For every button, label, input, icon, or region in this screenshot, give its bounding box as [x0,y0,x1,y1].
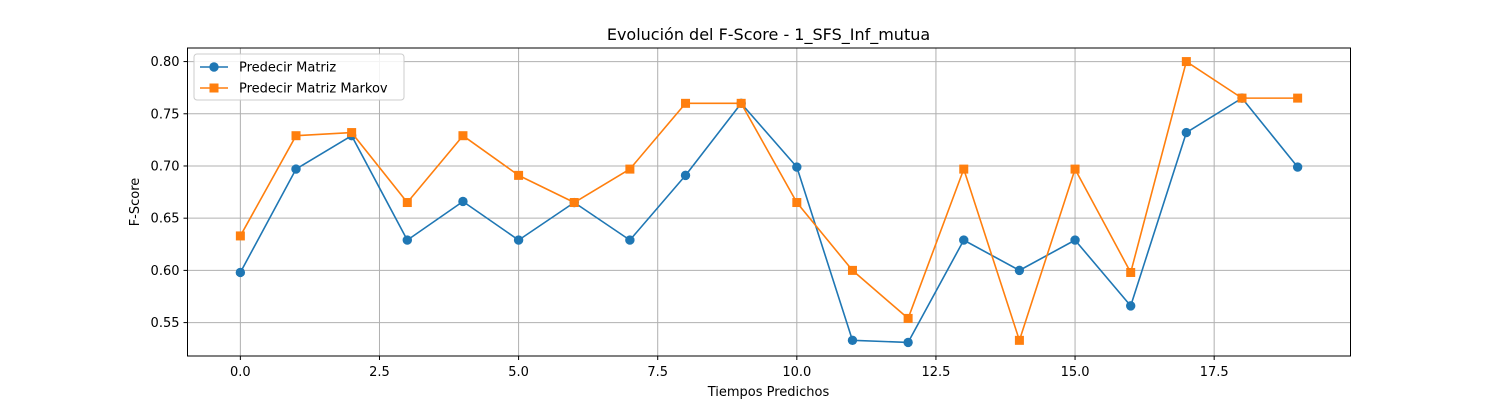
data-point-square [681,98,691,108]
data-point-circle [1292,162,1303,172]
data-point-circle [1014,265,1025,276]
data-point-square [1014,335,1024,345]
data-point-square [347,128,357,138]
data-point-circle [458,196,468,207]
data-point-square [514,170,524,180]
legend-box [193,53,405,101]
data-point-circle [792,162,802,172]
series-line-1 [239,97,1299,344]
legend-marker-circle [209,62,219,72]
data-point-square [1126,267,1136,277]
grid-lines [187,48,1351,356]
data-point-circle [959,235,969,245]
data-point-circle [1070,235,1080,245]
x-tick-label: 17.5 [1200,365,1229,380]
data-point-circle [235,267,246,278]
y-tick-label: 0.80 [151,55,180,70]
data-point-square [569,198,579,208]
y-tick-label: 0.75 [151,107,180,122]
data-point-square [903,313,913,323]
legend-label: Predecir Matriz Markov [239,82,388,97]
data-point-square [1070,164,1080,174]
x-tick-label: 5.0 [508,365,529,380]
plot-frame [187,47,1351,357]
data-point-square [1181,57,1191,67]
y-tick-label: 0.70 [151,159,180,174]
data-point-square [402,198,412,208]
data-point-circle [1181,127,1192,138]
series-layer [235,57,1303,348]
data-point-circle [625,235,635,245]
data-point-square [792,198,802,208]
x-axis: 0.0 2.5 5.0 7.5 10.0 12.5 15.0 17.5 [230,356,1229,380]
data-point-circle [402,235,413,245]
y-tick-label: 0.60 [151,264,180,279]
data-point-circle [847,335,858,346]
legend-marker-square [209,83,219,93]
y-axis: 0.55 0.60 0.65 0.70 0.75 0.80 [151,55,188,331]
x-axis-title: Tiempos Predichos [707,385,830,400]
x-tick-label: 7.5 [647,365,668,380]
data-point-circle [680,170,691,181]
x-tick-label: 15.0 [1061,365,1090,380]
x-tick-label: 10.0 [782,365,811,380]
x-tick-label: 2.5 [369,365,390,380]
data-point-square [1293,93,1303,103]
x-tick-label: 0.0 [230,365,251,380]
legend: Predecir Matriz Predecir Matriz Markov [193,53,405,101]
data-point-square [291,131,301,141]
data-point-circle [513,235,524,245]
y-tick-label: 0.65 [151,212,180,227]
series-line-2 [239,60,1298,342]
data-point-circle [903,337,913,348]
chart-title: Evolución del F-Score - 1_SFS_Inf_mutua [607,25,930,45]
data-point-square [625,164,635,174]
x-tick-label: 12.5 [921,365,950,380]
data-point-square [235,231,245,241]
data-point-square [959,164,969,174]
y-tick-label: 0.55 [151,316,180,331]
legend-label: Predecir Matriz [239,61,336,76]
data-point-square [736,98,746,108]
data-point-square [458,131,468,141]
data-point-circle [1125,301,1136,311]
data-point-square [1237,93,1247,103]
data-point-circle [291,164,301,174]
data-point-square [847,265,857,275]
y-axis-title: F-Score [128,178,143,227]
